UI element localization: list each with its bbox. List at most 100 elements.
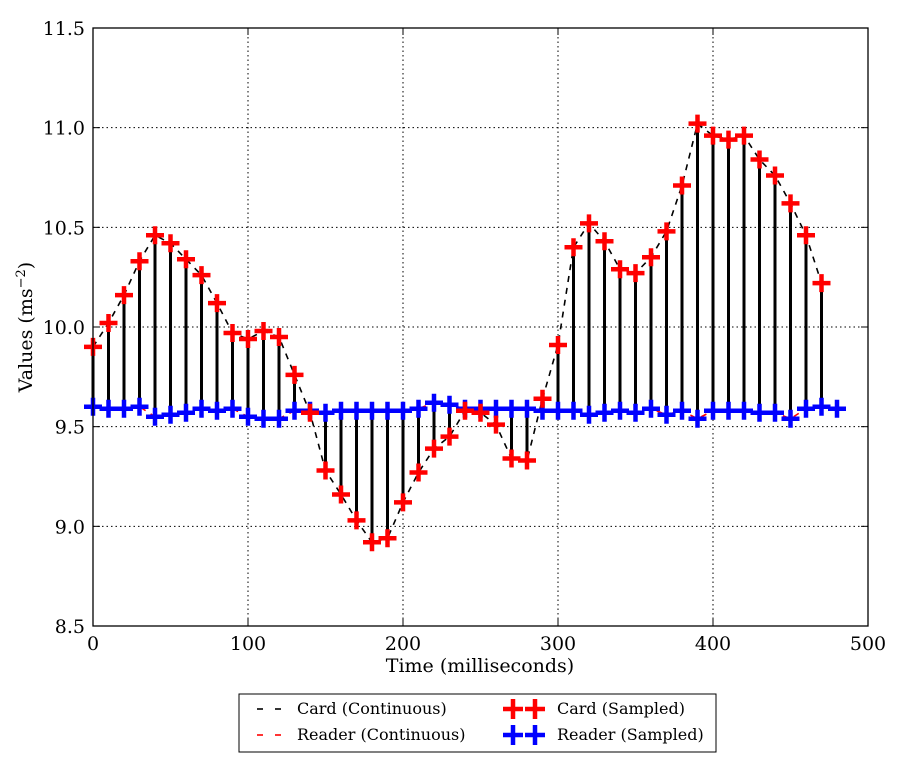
series-markers [84,114,846,552]
reader-sampled-marker [595,403,614,422]
y-tick-label: 9.0 [55,516,85,538]
reader-sampled-marker [719,401,738,420]
card-sampled-marker [130,252,149,271]
axis-ticks: 0 100 200 300 400 500 8.5 9.0 9.5 10.0 10.5 11.0 11.… [43,18,886,655]
card-sampled-marker [797,226,815,245]
reader-sampled-marker [99,399,118,418]
reader-sampled-marker [704,401,722,420]
card-sampled-marker [316,461,335,480]
card-sampled-marker [750,150,769,169]
reader-sampled-marker [487,399,505,418]
reader-sampled-marker [316,403,335,422]
card-sampled-marker [208,294,226,313]
legend-item-reader-sampled: Reader (Sampled) [503,725,704,745]
card-sampled-marker [626,264,645,283]
legend-label-card-sampled: Card (Sampled) [557,699,685,718]
reader-sampled-marker [223,399,242,418]
card-sampled-marker [704,126,722,145]
reader-sampled-marker [177,403,195,422]
card-sampled-marker [409,463,428,482]
reader-sampled-marker [347,401,366,420]
reader-sampled-marker [394,401,412,420]
legend-label-card-continuous: Card (Continuous) [297,699,447,718]
reader-sampled-marker [192,399,211,418]
x-tick-label: 400 [695,633,731,655]
y-axis-label: Values (ms−2) [14,262,37,393]
card-sampled-marker [239,329,257,348]
card-sampled-marker [580,214,598,233]
y-tick-label: 9.5 [55,417,85,439]
card-sampled-marker [549,335,567,354]
reader-sampled-marker [626,403,645,422]
card-sampled-marker [502,449,521,468]
legend-marker-card-sampled [503,699,545,719]
x-tick-label: 200 [385,633,421,655]
card-sampled-marker [735,126,753,145]
card-sampled-marker [657,222,676,241]
card-sampled-marker [285,365,304,384]
reader-sampled-marker [657,405,676,424]
legend-item-card-sampled: Card (Sampled) [503,699,685,719]
card-sampled-marker [440,427,459,446]
card-sampled-marker [471,403,490,422]
card-sampled-marker [425,439,443,458]
legend-label-reader-continuous: Reader (Continuous) [297,725,465,744]
reader-sampled-marker [549,401,567,420]
reader-sampled-marker [564,401,583,420]
card-sampled-marker [99,314,118,333]
legend-marker-reader-sampled [503,725,545,745]
reader-sampled-marker [797,399,815,418]
card-sampled-marker [595,232,614,251]
card-sampled-marker [533,389,552,408]
y-tick-label: 10.0 [43,317,85,339]
card-sampled-marker [719,130,738,149]
card-sampled-marker [347,511,366,530]
x-tick-label: 500 [850,633,886,655]
y-tick-label: 10.5 [43,217,85,239]
reader-sampled-marker [766,403,784,422]
card-sampled-marker [192,266,211,285]
card-sampled-marker [487,415,505,434]
reader-sampled-marker [130,397,149,416]
card-sampled-marker [688,114,707,133]
reader-sampled-marker [642,399,660,418]
y-tick-label: 11.0 [43,118,85,140]
card-sampled-marker [177,250,195,269]
reader-sampled-marker [363,401,381,420]
card-sampled-marker [146,226,164,245]
reader-sampled-marker [580,405,598,424]
reader-sampled-marker [440,395,459,414]
card-sampled-marker [270,327,288,346]
card-sampled-marker [301,403,319,422]
x-tick-label: 300 [540,633,576,655]
reader-sampled-marker [502,399,521,418]
reader-sampled-marker [254,409,273,428]
card-sampled-marker [332,485,350,504]
legend-item-reader-continuous: Reader (Continuous) [257,725,465,744]
reader-sampled-marker [332,401,350,420]
card-sampled-marker [673,176,691,195]
reader-sampled-marker [208,401,226,420]
card-sampled-marker [378,529,397,548]
reader-sampled-marker [828,399,846,418]
card-sampled-marker [456,401,474,420]
reader-sampled-marker [781,409,800,428]
legend: Card (Continuous) Reader (Continuous) Ca… [238,693,717,753]
y-tick-label: 11.5 [43,18,85,40]
x-axis-label: Time (milliseconds) [386,655,574,677]
card-sampled-marker [642,248,660,267]
reader-sampled-marker [688,409,707,428]
reader-sampled-marker [735,401,753,420]
reader-sampled-marker [812,397,831,416]
card-sampled-marker [254,321,273,340]
reader-sampled-marker [270,409,288,428]
y-axis-label-superscript: −2 [14,269,29,288]
card-sampled-marker [115,286,133,305]
card-sampled-marker [611,260,629,279]
card-sampled-marker [363,533,381,552]
reader-sampled-marker [750,403,769,422]
y-axis-label-close: ) [15,262,37,269]
reader-sampled-marker [378,401,397,420]
legend-box [238,693,717,753]
